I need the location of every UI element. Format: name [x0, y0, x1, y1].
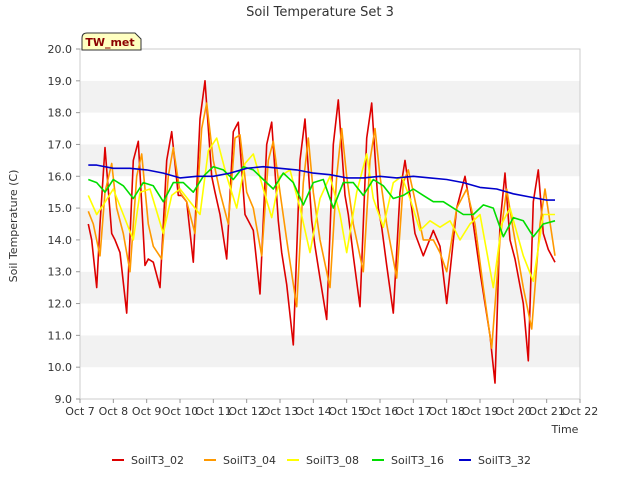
grid-band — [80, 303, 580, 336]
series-line-soilt3-08 — [87, 137, 555, 289]
x-tick-label: Oct 10 — [162, 405, 199, 418]
x-tick-label: Oct 8 — [99, 405, 129, 418]
series-lines — [87, 80, 556, 384]
y-tick-label: 14.0 — [48, 234, 73, 247]
grid-band — [80, 335, 580, 368]
x-tick-label: Oct 7 — [65, 405, 95, 418]
y-tick-label: 13.0 — [48, 266, 73, 279]
x-tick-label: Oct 18 — [428, 405, 465, 418]
badge-label: TW_met — [85, 36, 134, 49]
plot-frame — [79, 48, 581, 400]
tw-met-badge: TW_met — [81, 32, 142, 51]
grid-band — [80, 112, 580, 145]
y-tick-label: 15.0 — [48, 202, 73, 215]
legend-label: SoilT3_32 — [478, 454, 531, 467]
x-tick-label: Oct 9 — [132, 405, 162, 418]
x-tick-label: Oct 20 — [495, 405, 532, 418]
x-tick-label: Oct 17 — [395, 405, 432, 418]
legend-label: SoilT3_04 — [223, 454, 276, 467]
x-axis-label: Time — [551, 423, 579, 436]
y-tick-label: 19.0 — [48, 75, 73, 88]
x-tick-label: Oct 14 — [295, 405, 332, 418]
y-tick-label: 18.0 — [48, 107, 73, 120]
x-tick-label: Oct 13 — [262, 405, 299, 418]
series-line-soilt3-02 — [87, 80, 556, 384]
y-axis: 9.0 10.0 11.0 12.0 13.0 14.0 15.0 16.0 17.0 18.0 1… — [48, 43, 80, 406]
legend-label: SoilT3_02 — [131, 454, 184, 467]
legend: SoilT3_02 SoilT3_04 SoilT3_08 SoilT3_16 Soil… — [112, 454, 531, 467]
series-line-soilt3-04 — [87, 102, 556, 349]
series-line-soilt3-32 — [88, 164, 555, 201]
y-tick-label: 11.0 — [48, 329, 73, 342]
y-tick-label: 10.0 — [48, 361, 73, 374]
grid-band — [80, 80, 580, 113]
x-tick-label: Oct 22 — [562, 405, 599, 418]
x-tick-label: Oct 11 — [195, 405, 232, 418]
x-tick-label: Oct 21 — [528, 405, 565, 418]
series-line-soilt3-16 — [88, 165, 556, 238]
grid-band — [80, 144, 580, 177]
y-axis-label: Soil Temperature (C) — [7, 170, 20, 283]
legend-label: SoilT3_16 — [391, 454, 444, 467]
y-tick-label: 17.0 — [48, 138, 73, 151]
legend-label: SoilT3_08 — [306, 454, 359, 467]
y-tick-label: 9.0 — [55, 393, 73, 406]
badge-shape — [81, 32, 142, 51]
grid-band — [80, 176, 580, 209]
x-tick-label: Oct 16 — [362, 405, 399, 418]
x-tick-label: Oct 12 — [228, 405, 265, 418]
y-tick-label: 12.0 — [48, 298, 73, 311]
y-tick-label: 20.0 — [48, 43, 73, 56]
chart-title: Soil Temperature Set 3 — [246, 5, 394, 20]
y-tick-label: 16.0 — [48, 170, 73, 183]
x-tick-label: Oct 15 — [328, 405, 365, 418]
grid-band — [80, 49, 580, 81]
x-tick-label: Oct 19 — [462, 405, 499, 418]
grid-band — [80, 367, 580, 399]
